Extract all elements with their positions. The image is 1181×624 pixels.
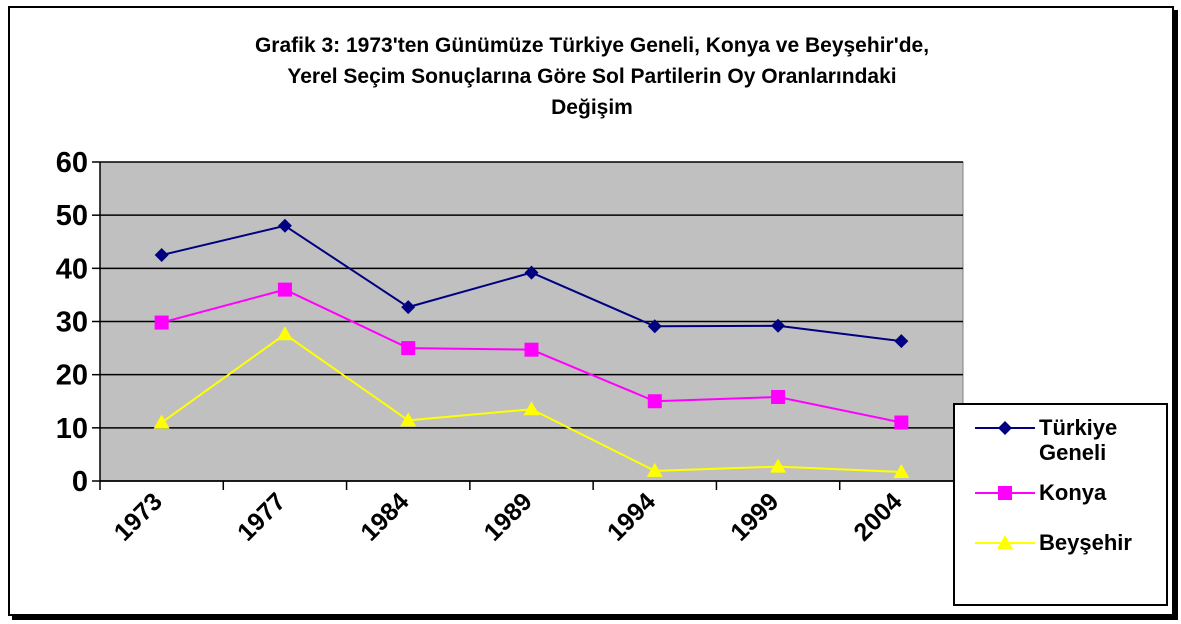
y-tick-label: 10	[56, 413, 88, 445]
x-tick-label: 1999	[725, 487, 784, 546]
y-tick-label: 50	[56, 200, 88, 232]
legend-swatch	[975, 486, 1035, 500]
y-tick-label: 20	[56, 360, 88, 392]
x-tick-label: 1994	[602, 487, 661, 546]
marker	[894, 415, 909, 430]
y-tick-label: 60	[56, 147, 88, 179]
marker	[771, 389, 786, 404]
x-tick-label: 1989	[479, 487, 538, 546]
marker	[647, 394, 662, 409]
marker	[524, 342, 539, 357]
marker	[523, 401, 540, 416]
marker	[401, 341, 416, 356]
marker	[894, 334, 909, 349]
marker	[646, 462, 663, 477]
marker	[770, 458, 787, 473]
legend-swatch	[975, 421, 1035, 435]
x-tick-label: 1984	[355, 487, 414, 546]
legend-swatch	[975, 535, 1035, 549]
marker	[277, 282, 292, 297]
x-tick-label: 1973	[109, 487, 168, 546]
marker	[524, 265, 539, 280]
x-tick-label: 2004	[848, 487, 907, 546]
marker	[893, 463, 910, 478]
marker	[771, 318, 786, 333]
legend-label: Beyşehir	[1039, 530, 1132, 555]
marker	[400, 412, 417, 427]
marker	[277, 218, 292, 233]
marker	[647, 319, 662, 334]
y-tick-label: 40	[56, 253, 88, 285]
marker	[276, 326, 293, 341]
legend-label: Konya	[1039, 480, 1107, 505]
legend-label: Türkiye Geneli	[1039, 415, 1118, 465]
marker	[154, 248, 169, 263]
chart-title: Yerel Seçim Sonuçlarına Göre Sol Partile…	[287, 65, 896, 88]
marker	[998, 421, 1012, 435]
y-tick-label: 0	[72, 466, 88, 498]
marker	[154, 315, 169, 330]
marker	[997, 535, 1013, 549]
y-tick-label: 30	[56, 307, 88, 339]
x-tick-label: 1977	[232, 487, 291, 546]
chart-title: Grafik 3: 1973'ten Günümüze Türkiye Gene…	[255, 34, 929, 57]
marker	[998, 486, 1012, 500]
marker	[153, 414, 170, 429]
legend: Türkiye Geneli Konya Beyşehir	[953, 403, 1168, 606]
chart-title: Değişim	[551, 96, 633, 119]
marker	[401, 300, 416, 315]
